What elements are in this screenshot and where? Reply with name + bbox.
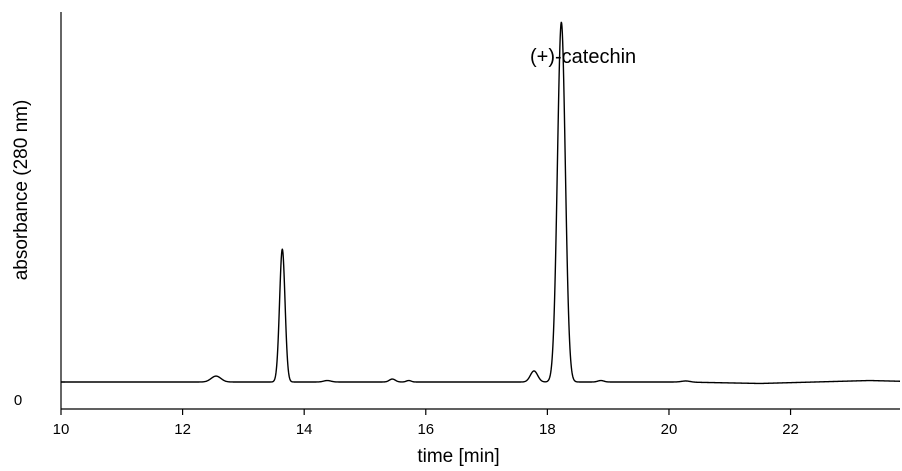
x-tick-label-22: 22 [782, 421, 799, 438]
x-tick-label-10: 10 [53, 421, 70, 438]
x-tick-label-16: 16 [417, 421, 434, 438]
x-ticks: 10 12 14 16 18 20 22 [53, 409, 799, 438]
y-tick-label-0: 0 [14, 392, 22, 409]
x-tick-label-14: 14 [296, 421, 313, 438]
x-tick-label-20: 20 [661, 421, 678, 438]
x-tick-label-18: 18 [539, 421, 556, 438]
axes [60, 12, 900, 410]
chromatogram-trace [60, 21, 901, 385]
x-tick-label-12: 12 [174, 421, 191, 438]
x-axis-title: time [min] [417, 446, 499, 467]
y-ticks: 0 [14, 392, 22, 409]
peak-annotation-catechin: (+)-catechin [530, 46, 636, 68]
y-axis-title: absorbance (280 nm) [11, 100, 32, 281]
